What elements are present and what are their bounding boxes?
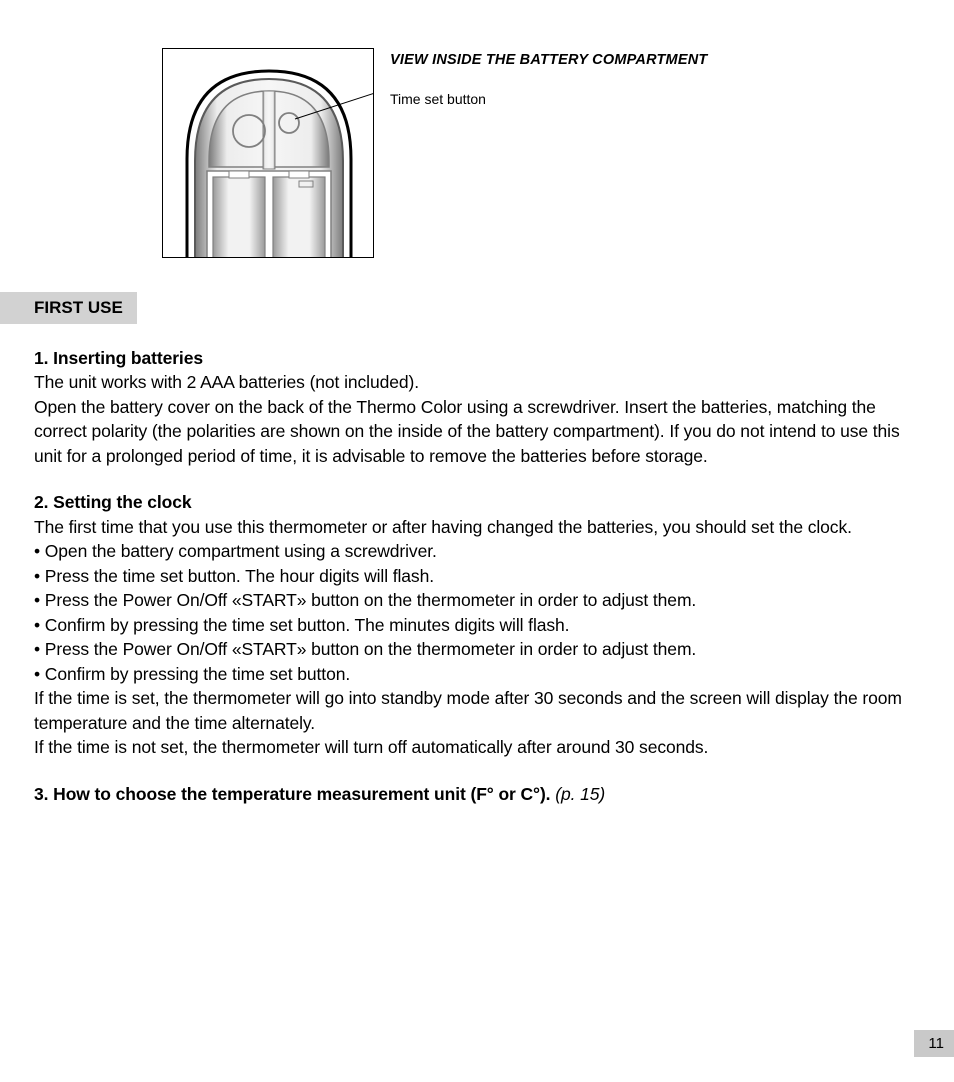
diagram-title: VIEW INSIDE THE BATTERY COMPARTMENT — [390, 50, 707, 70]
s2-b5: • Press the Power On/Off «START» button … — [34, 637, 920, 662]
s2-b4: • Confirm by pressing the time set butto… — [34, 613, 920, 638]
s1-p1: The unit works with 2 AAA batteries (not… — [34, 370, 920, 395]
diagram-row: VIEW INSIDE THE BATTERY COMPARTMENT Time… — [162, 48, 920, 258]
s2-intro: The first time that you use this thermom… — [34, 515, 920, 540]
section-1: 1. Inserting batteries The unit works wi… — [34, 346, 920, 469]
section-2: 2. Setting the clock The first time that… — [34, 490, 920, 760]
s2-heading: 2. Setting the clock — [34, 492, 191, 512]
diagram-labels: VIEW INSIDE THE BATTERY COMPARTMENT Time… — [390, 48, 707, 110]
s2-b2: • Press the time set button. The hour di… — [34, 564, 920, 589]
body-text: 1. Inserting batteries The unit works wi… — [34, 346, 920, 807]
section-3: 3. How to choose the temperature measure… — [34, 782, 920, 807]
s2-b3: • Press the Power On/Off «START» button … — [34, 588, 920, 613]
battery-compartment-svg — [163, 49, 374, 258]
page-number: 11 — [914, 1030, 954, 1057]
s3-heading: 3. How to choose the temperature measure… — [34, 784, 555, 804]
s1-p2: Open the battery cover on the back of th… — [34, 395, 920, 469]
battery-compartment-diagram — [162, 48, 374, 258]
page-content: VIEW INSIDE THE BATTERY COMPARTMENT Time… — [0, 0, 954, 806]
section-label-wrap: FIRST USE — [34, 292, 920, 346]
s3-ref: (p. 15) — [555, 784, 605, 804]
s2-b1: • Open the battery compartment using a s… — [34, 539, 920, 564]
s2-after1: If the time is set, the thermometer will… — [34, 686, 920, 735]
diagram-sublabel: Time set button — [390, 90, 707, 110]
s2-b6: • Confirm by pressing the time set butto… — [34, 662, 920, 687]
s1-heading: 1. Inserting batteries — [34, 348, 203, 368]
s2-after2: If the time is not set, the thermometer … — [34, 735, 920, 760]
section-label: FIRST USE — [0, 292, 137, 324]
